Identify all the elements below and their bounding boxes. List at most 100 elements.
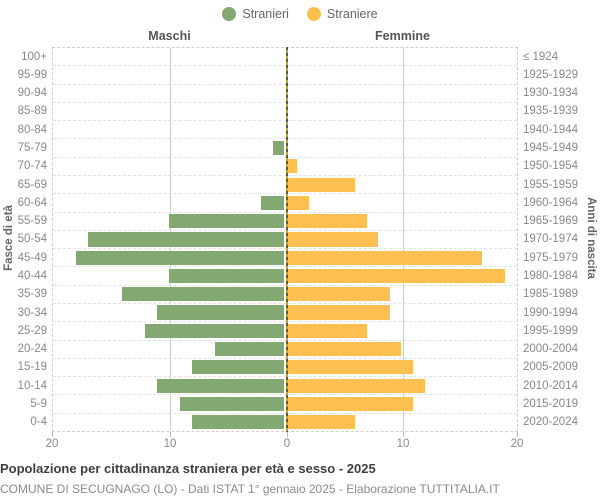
pyramid-row: 10-14 2010-2014 xyxy=(18,377,578,396)
tick-mark xyxy=(52,432,53,437)
female-bar xyxy=(285,323,367,338)
birth-year-label: 1950-1954 xyxy=(523,160,578,173)
female-bar xyxy=(285,305,390,320)
age-group-label: 100+ xyxy=(21,50,47,63)
age-group-label: 50-54 xyxy=(17,233,47,246)
female-bar xyxy=(285,415,356,430)
plot-area: 100+ ≤ 1924 95-99 1925-1929 90-94 1930-1934 85… xyxy=(18,47,578,432)
birth-year-label: 2015-2019 xyxy=(523,397,578,410)
birth-year-label: 1945-1949 xyxy=(523,142,578,155)
male-bar xyxy=(180,396,285,412)
females-header: Femmine xyxy=(375,29,430,43)
female-bar xyxy=(285,250,483,265)
x-tick-label: 0 xyxy=(283,438,291,450)
zero-axis-line xyxy=(286,47,288,432)
age-group-label: 10-14 xyxy=(17,379,47,392)
x-tick-label: 20 xyxy=(45,438,59,450)
x-axis: 20 10 0 10 20 xyxy=(0,438,600,454)
legend: Stranieri Straniere xyxy=(0,7,600,21)
female-bar xyxy=(285,378,425,393)
pyramid-row: 80-84 1940-1944 xyxy=(18,121,578,140)
age-group-label: 95-99 xyxy=(17,68,47,81)
male-bar xyxy=(168,268,285,284)
age-group-label: 25-29 xyxy=(17,324,47,337)
birth-year-label: 1970-1974 xyxy=(523,233,578,246)
female-bar xyxy=(285,396,413,412)
age-group-label: 85-89 xyxy=(17,105,47,118)
female-bar xyxy=(285,287,390,302)
y-axis-title-birth: Anni di nascita xyxy=(585,197,597,279)
male-bar xyxy=(122,287,285,302)
age-group-label: 45-49 xyxy=(17,251,47,264)
age-group-label: 55-59 xyxy=(17,215,47,228)
female-bar xyxy=(285,159,298,174)
age-group-label: 30-34 xyxy=(17,306,47,319)
female-series-swatch-icon xyxy=(306,7,321,21)
age-group-label: 0-4 xyxy=(30,416,47,429)
tick-mark xyxy=(287,432,288,437)
female-bar xyxy=(285,268,506,284)
female-bar xyxy=(285,232,379,247)
birth-year-label: 1975-1979 xyxy=(523,251,578,264)
birth-year-label: 1935-1939 xyxy=(523,105,578,118)
female-bar xyxy=(285,360,413,375)
tick-mark xyxy=(517,432,518,437)
birth-year-label: 1955-1959 xyxy=(523,178,578,191)
pyramid-row: 55-59 1965-1969 xyxy=(18,213,578,231)
male-series-swatch-icon xyxy=(222,7,237,21)
age-group-label: 70-74 xyxy=(17,160,47,173)
male-bar xyxy=(76,250,285,265)
male-bar xyxy=(260,195,285,210)
female-bar xyxy=(285,195,310,210)
age-group-label: 80-84 xyxy=(17,123,47,136)
pyramid-row: 15-19 2005-2009 xyxy=(18,359,578,378)
age-group-label: 35-39 xyxy=(17,288,47,301)
pyramid-row: 70-74 1950-1954 xyxy=(18,158,578,176)
pyramid-rows: 100+ ≤ 1924 95-99 1925-1929 90-94 1930-1934 85… xyxy=(18,48,578,431)
pyramid-row: 85-89 1935-1939 xyxy=(18,103,578,122)
x-tick-label: 10 xyxy=(396,438,410,450)
males-header: Maschi xyxy=(148,29,191,43)
pyramid-row: 50-54 1970-1974 xyxy=(18,231,578,250)
male-bar xyxy=(145,323,285,338)
pyramid-row: 90-94 1930-1934 xyxy=(18,85,578,103)
birth-year-label: ≤ 1924 xyxy=(523,50,559,63)
male-bar xyxy=(157,305,285,320)
pyramid-row: 30-34 1990-1994 xyxy=(18,304,578,323)
legend-male-label: Stranieri xyxy=(242,7,289,21)
pyramid-row: 75-79 1945-1949 xyxy=(18,139,578,158)
birth-year-label: 1990-1994 xyxy=(523,306,578,319)
pyramid-row: 25-29 1995-1999 xyxy=(18,322,578,341)
age-group-label: 5-9 xyxy=(30,397,47,410)
pyramid-row: 5-9 2015-2019 xyxy=(30,395,578,414)
pyramid-row: 20-24 2000-2004 xyxy=(18,341,578,359)
chart-subtitle: COMUNE DI SECUGNAGO (LO) - Dati ISTAT 1°… xyxy=(0,482,500,496)
birth-year-label: 1930-1934 xyxy=(523,87,578,100)
male-bar xyxy=(87,232,285,247)
pyramid-row: 95-99 1925-1929 xyxy=(18,66,578,85)
pyramid-row: 45-49 1975-1979 xyxy=(18,249,578,268)
birth-year-label: 2020-2024 xyxy=(523,416,578,429)
birth-year-label: 1980-1984 xyxy=(523,270,578,283)
birth-year-label: 2000-2004 xyxy=(523,343,578,356)
pyramid-row: 100+ ≤ 1924 xyxy=(21,48,558,67)
age-group-label: 20-24 xyxy=(17,343,47,356)
birth-year-label: 2005-2009 xyxy=(523,361,578,374)
female-bar xyxy=(285,177,356,192)
male-bar xyxy=(214,342,285,357)
y-axis-title-age: Fasce di età xyxy=(3,205,15,271)
male-bar xyxy=(191,360,285,375)
tick-mark xyxy=(170,432,171,437)
age-group-label: 65-69 xyxy=(17,178,47,191)
legend-female-label: Straniere xyxy=(326,7,378,21)
male-bar xyxy=(191,415,285,430)
birth-year-label: 2010-2014 xyxy=(523,379,578,392)
male-bar xyxy=(272,140,285,156)
birth-year-label: 1940-1944 xyxy=(523,123,578,136)
birth-year-label: 1985-1989 xyxy=(523,288,578,301)
age-group-label: 40-44 xyxy=(17,270,47,283)
birth-year-label: 1995-1999 xyxy=(523,324,578,337)
male-bar xyxy=(168,214,285,229)
legend-item-straniere: Straniere xyxy=(306,7,378,21)
